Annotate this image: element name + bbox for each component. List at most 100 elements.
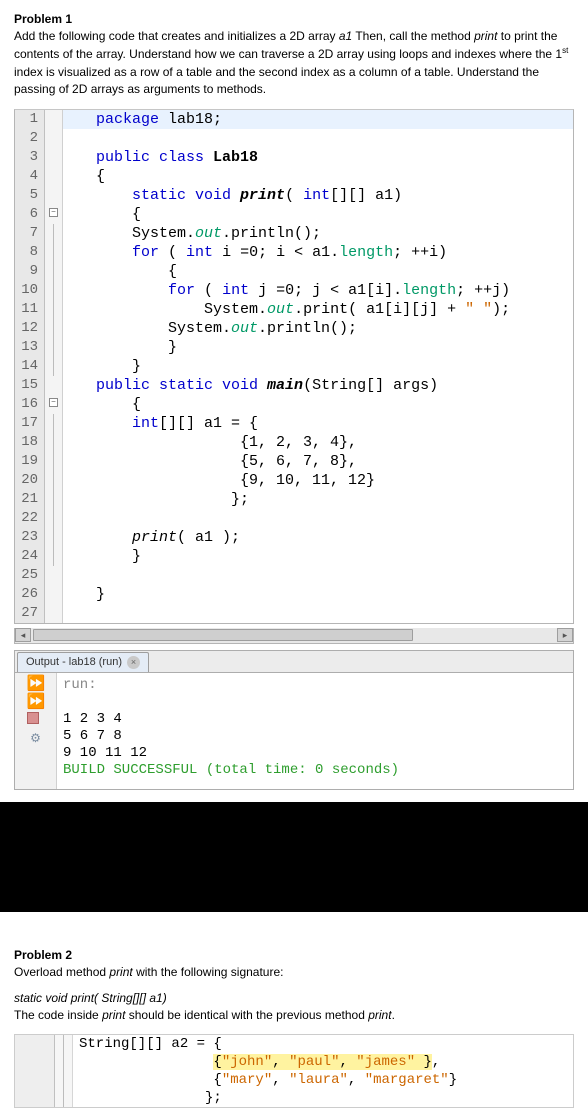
line-number: 24	[15, 547, 45, 566]
code-line[interactable]: 6− {	[15, 205, 573, 224]
code-line[interactable]: 23 print( a1 );	[15, 528, 573, 547]
code-line[interactable]: 3 public class Lab18	[15, 148, 573, 167]
code-text[interactable]: {	[63, 395, 573, 414]
code-line[interactable]: 9 {	[15, 262, 573, 281]
snippet-line: };	[15, 1089, 573, 1107]
code-text[interactable]	[63, 129, 573, 148]
code-line[interactable]: 8 for ( int i =0; i < a1.length; ++i)	[15, 243, 573, 262]
fold-gutter[interactable]	[45, 186, 63, 205]
code-line[interactable]: 4 {	[15, 167, 573, 186]
fold-gutter[interactable]	[45, 471, 63, 490]
code-line[interactable]: 16− {	[15, 395, 573, 414]
fold-gutter[interactable]	[45, 129, 63, 148]
fold-gutter[interactable]	[45, 433, 63, 452]
code-text[interactable]: print( a1 );	[63, 528, 573, 547]
code-line[interactable]: 19 {5, 6, 7, 8},	[15, 452, 573, 471]
fold-gutter[interactable]	[45, 509, 63, 528]
fold-gutter[interactable]	[45, 452, 63, 471]
code-line[interactable]: 12 System.out.println();	[15, 319, 573, 338]
code-text[interactable]: for ( int i =0; i < a1.length; ++i)	[63, 243, 573, 262]
code-line[interactable]: 26 }	[15, 585, 573, 604]
code-text[interactable]	[63, 509, 573, 528]
code-line[interactable]: 20 {9, 10, 11, 12}	[15, 471, 573, 490]
code-text[interactable]: {	[63, 167, 573, 186]
code-line[interactable]: 21 };	[15, 490, 573, 509]
code-line[interactable]: 13 }	[15, 338, 573, 357]
code-line[interactable]: 5 static void print( int[][] a1)	[15, 186, 573, 205]
fold-gutter[interactable]	[45, 319, 63, 338]
code-line[interactable]: 27	[15, 604, 573, 623]
fold-gutter[interactable]	[45, 262, 63, 281]
settings-icon[interactable]: ⚙	[27, 730, 45, 746]
fold-gutter[interactable]	[45, 414, 63, 433]
line-number: 8	[15, 243, 45, 262]
code-line[interactable]: 11 System.out.print( a1[i][j] + " ");	[15, 300, 573, 319]
fold-gutter[interactable]	[45, 148, 63, 167]
code-text[interactable]: {1, 2, 3, 4},	[63, 433, 573, 452]
code-line[interactable]: 2	[15, 129, 573, 148]
code-line[interactable]: 25	[15, 566, 573, 585]
code-text[interactable]: System.out.println();	[63, 224, 573, 243]
code-line[interactable]: 17 int[][] a1 = {	[15, 414, 573, 433]
output-tab[interactable]: Output - lab18 (run) ×	[17, 652, 149, 672]
code-text[interactable]: }	[63, 357, 573, 376]
code-line[interactable]: 14 }	[15, 357, 573, 376]
fold-gutter[interactable]	[45, 490, 63, 509]
scroll-thumb[interactable]	[33, 629, 413, 641]
code-editor[interactable]: 1 package lab18;23 public class Lab184 {…	[14, 109, 574, 624]
fold-gutter[interactable]	[45, 110, 63, 129]
code-text[interactable]: for ( int j =0; j < a1[i].length; ++j)	[63, 281, 573, 300]
output-console[interactable]: run: 1 2 3 4 5 6 7 8 9 10 11 12 BUILD SU…	[57, 673, 573, 789]
code-line[interactable]: 7 System.out.println();	[15, 224, 573, 243]
code-text[interactable]: public class Lab18	[63, 148, 573, 167]
line-number: 17	[15, 414, 45, 433]
fold-gutter[interactable]	[45, 300, 63, 319]
code-text[interactable]: System.out.print( a1[i][j] + " ");	[63, 300, 573, 319]
code-line[interactable]: 24 }	[15, 547, 573, 566]
fold-gutter[interactable]	[45, 243, 63, 262]
fold-gutter[interactable]	[45, 547, 63, 566]
code-line[interactable]: 22	[15, 509, 573, 528]
rerun-icon[interactable]: ⏩	[27, 694, 45, 710]
stop-icon[interactable]	[27, 712, 45, 728]
code-text[interactable]	[63, 604, 573, 623]
code-text[interactable]: }	[63, 585, 573, 604]
code-text[interactable]: System.out.println();	[63, 319, 573, 338]
fold-gutter[interactable]	[45, 566, 63, 585]
code-text[interactable]: }	[63, 547, 573, 566]
fold-gutter[interactable]	[45, 528, 63, 547]
close-icon[interactable]: ×	[127, 656, 140, 669]
output-run-label: run:	[63, 677, 97, 693]
code-line[interactable]: 15 public static void main(String[] args…	[15, 376, 573, 395]
code-text[interactable]: int[][] a1 = {	[63, 414, 573, 433]
snippet-line: {"john", "paul", "james" },	[15, 1053, 573, 1071]
scroll-left-button[interactable]: ◂	[15, 628, 31, 642]
code-text[interactable]: public static void main(String[] args)	[63, 376, 573, 395]
fold-gutter[interactable]	[45, 604, 63, 623]
fold-gutter[interactable]	[45, 281, 63, 300]
run-icon[interactable]: ⏩	[27, 676, 45, 692]
fold-gutter[interactable]	[45, 357, 63, 376]
fold-gutter[interactable]	[45, 224, 63, 243]
code-line[interactable]: 1 package lab18;	[15, 110, 573, 129]
fold-gutter[interactable]	[45, 376, 63, 395]
scroll-right-button[interactable]: ▸	[557, 628, 573, 642]
fold-gutter[interactable]	[45, 167, 63, 186]
fold-gutter[interactable]	[45, 585, 63, 604]
code-text[interactable]: };	[63, 490, 573, 509]
code-text[interactable]: {	[63, 205, 573, 224]
horizontal-scrollbar[interactable]: ◂ ▸	[14, 628, 574, 644]
problem1-title: Problem 1	[14, 12, 574, 26]
code-text[interactable]: static void print( int[][] a1)	[63, 186, 573, 205]
code-text[interactable]: {5, 6, 7, 8},	[63, 452, 573, 471]
code-text[interactable]: {	[63, 262, 573, 281]
code-text[interactable]: }	[63, 338, 573, 357]
code-text[interactable]: {9, 10, 11, 12}	[63, 471, 573, 490]
fold-gutter[interactable]: −	[45, 395, 63, 414]
fold-gutter[interactable]	[45, 338, 63, 357]
code-line[interactable]: 18 {1, 2, 3, 4},	[15, 433, 573, 452]
code-text[interactable]: package lab18;	[63, 110, 573, 129]
code-line[interactable]: 10 for ( int j =0; j < a1[i].length; ++j…	[15, 281, 573, 300]
fold-gutter[interactable]: −	[45, 205, 63, 224]
code-text[interactable]	[63, 566, 573, 585]
